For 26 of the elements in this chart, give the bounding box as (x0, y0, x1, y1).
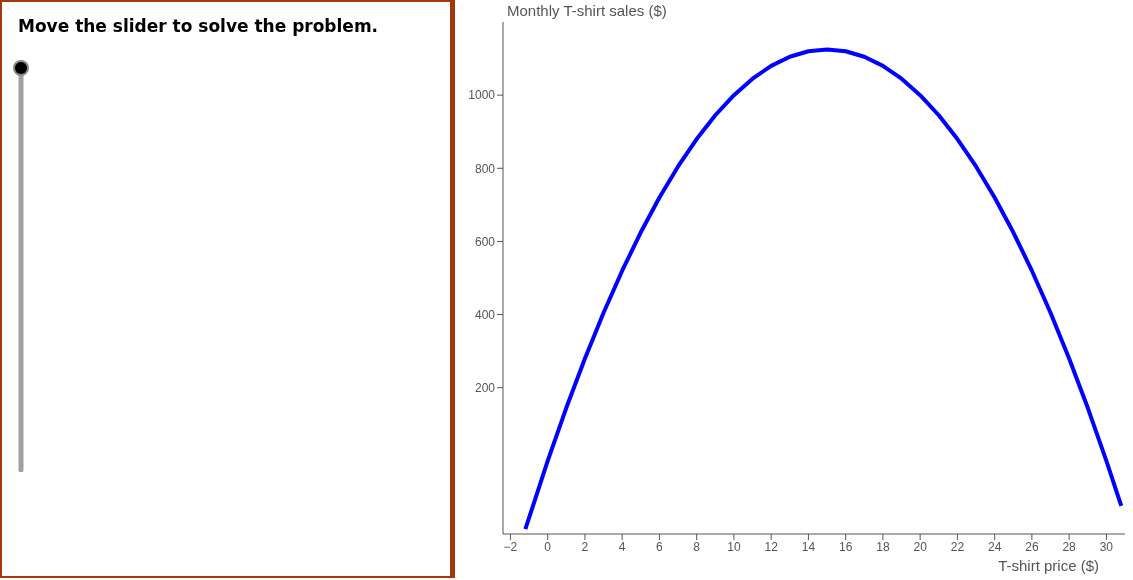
x-tick-label: 22 (950, 539, 965, 554)
x-tick-label: 2 (581, 539, 589, 554)
y-axis-title: Monthly T-shirt sales ($) (507, 2, 667, 19)
x-tick-label: 20 (913, 539, 928, 554)
y-tick-label: 800 (474, 161, 496, 176)
x-tick-label: 28 (1062, 539, 1077, 554)
x-tick-label: 10 (727, 539, 741, 554)
x-tick-label: 30 (1099, 539, 1114, 554)
y-tick-label: 400 (474, 307, 496, 322)
x-tick-label: 0 (544, 539, 552, 554)
x-tick-label: 26 (1025, 539, 1039, 554)
y-tick-label: 200 (474, 380, 496, 395)
y-tick-label: 600 (474, 234, 496, 249)
x-tick-label: 16 (838, 539, 853, 554)
x-tick-label: 18 (876, 539, 890, 554)
x-axis-title: T-shirt price ($) (998, 556, 1099, 574)
x-tick-label: 14 (801, 539, 816, 554)
y-tick-label: 1000 (468, 88, 496, 103)
x-tick-label: 8 (693, 539, 701, 554)
x-tick-label: 4 (618, 539, 626, 554)
x-tick-label: 24 (987, 539, 1002, 554)
line-series (523, 47, 1124, 532)
x-tick-label: −2 (503, 539, 518, 554)
text: Move the slider to solve the problem. (18, 16, 379, 36)
x-tick-label: 12 (764, 539, 779, 554)
x-tick-label: 6 (656, 539, 664, 554)
